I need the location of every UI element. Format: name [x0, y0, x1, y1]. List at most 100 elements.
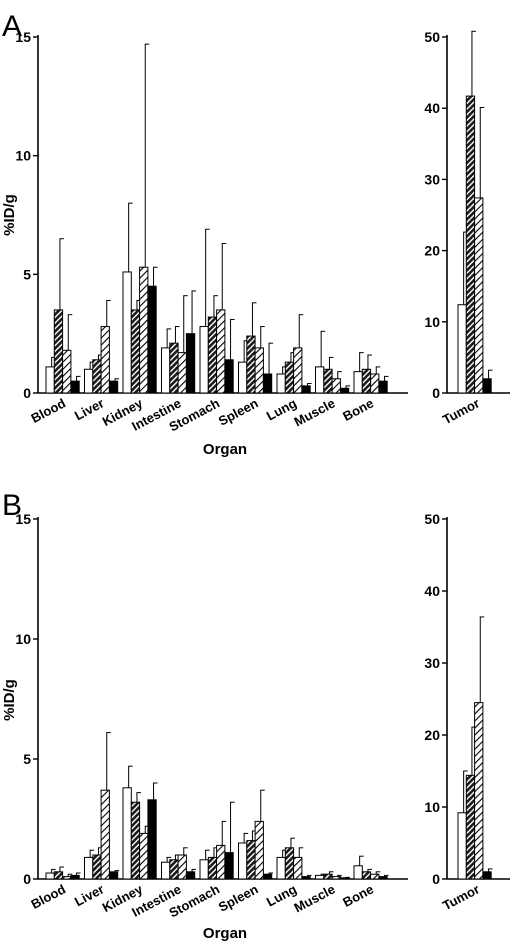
bar-light-hatch	[216, 844, 226, 880]
x-tick-label: Muscle	[292, 395, 338, 429]
bar-light-hatch	[254, 820, 264, 880]
bar-dense-hatch	[361, 368, 372, 394]
y-tick-label: 5	[23, 266, 31, 282]
bar-dense-hatch	[53, 871, 64, 880]
bar-white	[315, 366, 325, 394]
y-tick-label: 10	[15, 631, 31, 647]
bar-light-hatch	[293, 856, 303, 880]
bar-light-hatch	[331, 876, 341, 880]
bar-white	[238, 842, 248, 880]
bar-black	[147, 285, 157, 394]
bar-black	[339, 877, 350, 880]
bar-black	[301, 385, 311, 394]
bar-dense-hatch	[284, 361, 295, 394]
panel-label: A	[2, 10, 22, 43]
bar-light-hatch	[216, 309, 226, 394]
bar-white	[199, 859, 209, 880]
tumor-bar-light-hatch	[474, 197, 484, 394]
bar-dense-hatch	[207, 856, 218, 880]
bar-dense-hatch	[53, 309, 64, 394]
bar-dense-hatch	[92, 854, 102, 880]
inset-y-tick-label: 40	[424, 583, 440, 599]
bar-white	[353, 865, 363, 880]
tumor-bar-dense-hatch	[465, 774, 476, 880]
x-axis-title: Organ	[203, 441, 247, 458]
tumor-bar-black	[482, 871, 492, 880]
bar-black	[378, 380, 388, 394]
bar-dense-hatch	[246, 840, 256, 880]
tumor-bar-light-hatch	[474, 702, 484, 880]
bar-light-hatch	[62, 349, 72, 394]
x-tick-label: Spleen	[216, 395, 261, 428]
bar-white	[84, 368, 94, 394]
bar-dense-hatch	[323, 873, 333, 880]
bar-light-hatch	[100, 789, 110, 880]
y-axis-title: %ID/g	[1, 194, 18, 236]
bar-dense-hatch	[284, 847, 295, 880]
bar-light-hatch	[139, 266, 149, 394]
bar-white	[45, 872, 55, 880]
bar-dense-hatch	[169, 859, 179, 880]
x-tick-label: Muscle	[292, 881, 338, 915]
bar-dense-hatch	[130, 801, 141, 880]
bar-light-hatch	[100, 326, 110, 394]
tumor-bar-white	[457, 812, 467, 880]
x-tick-label: Bone	[340, 395, 376, 424]
bar-black	[262, 373, 273, 394]
y-tick-label: 10	[15, 148, 31, 164]
inset-y-tick-label: 10	[424, 314, 440, 330]
bar-black	[339, 387, 350, 394]
inset-y-tick-label: 40	[424, 100, 440, 116]
bar-white	[122, 271, 132, 394]
tumor-bar-black	[482, 378, 492, 394]
bar-black	[108, 871, 119, 880]
y-tick-label: 5	[23, 751, 31, 767]
x-axis-title: Organ	[203, 925, 247, 942]
bar-black	[262, 873, 273, 880]
tumor-bar-white	[457, 304, 467, 394]
bar-black	[301, 876, 311, 880]
y-tick-label: 15	[15, 511, 31, 527]
bar-light-hatch	[331, 378, 341, 394]
bar-white	[276, 373, 286, 394]
bar-light-hatch	[62, 876, 72, 880]
bar-dense-hatch	[130, 309, 141, 394]
bar-white	[199, 326, 209, 394]
x-tick-label: Blood	[28, 881, 68, 912]
bar-black	[147, 799, 157, 880]
bar-white	[315, 874, 325, 880]
tumor-bar-dense-hatch	[465, 95, 476, 394]
bar-light-hatch	[293, 347, 303, 394]
bar-white	[45, 366, 55, 394]
inset-y-tick-label: 30	[424, 655, 440, 671]
y-axis-title: %ID/g	[1, 679, 18, 721]
bar-white	[122, 787, 132, 880]
bar-white	[276, 856, 286, 880]
bar-light-hatch	[370, 873, 380, 880]
bar-black	[378, 876, 388, 880]
inset-x-tick-label: Tumor	[440, 395, 482, 427]
bar-white	[353, 371, 363, 394]
bar-black	[70, 874, 80, 880]
y-tick-label: 0	[23, 871, 31, 887]
panel-label: B	[2, 489, 22, 522]
x-tick-label: Bone	[340, 881, 376, 910]
inset-x-tick-label: Tumor	[440, 881, 482, 913]
inset-y-tick-label: 10	[424, 799, 440, 815]
inset-y-tick-label: 50	[424, 511, 440, 527]
bar-white	[161, 347, 171, 394]
inset-y-tick-label: 0	[432, 385, 440, 401]
y-tick-label: 0	[23, 385, 31, 401]
bar-dense-hatch	[246, 335, 256, 394]
bar-light-hatch	[139, 832, 149, 880]
bar-white	[161, 861, 171, 880]
bar-dense-hatch	[92, 359, 102, 394]
x-tick-label: Spleen	[216, 881, 261, 914]
bar-dense-hatch	[361, 871, 372, 880]
inset-y-tick-label: 30	[424, 171, 440, 187]
bar-dense-hatch	[169, 342, 179, 394]
bar-dense-hatch	[207, 316, 218, 394]
bar-light-hatch	[370, 373, 380, 394]
bar-black	[224, 852, 234, 880]
